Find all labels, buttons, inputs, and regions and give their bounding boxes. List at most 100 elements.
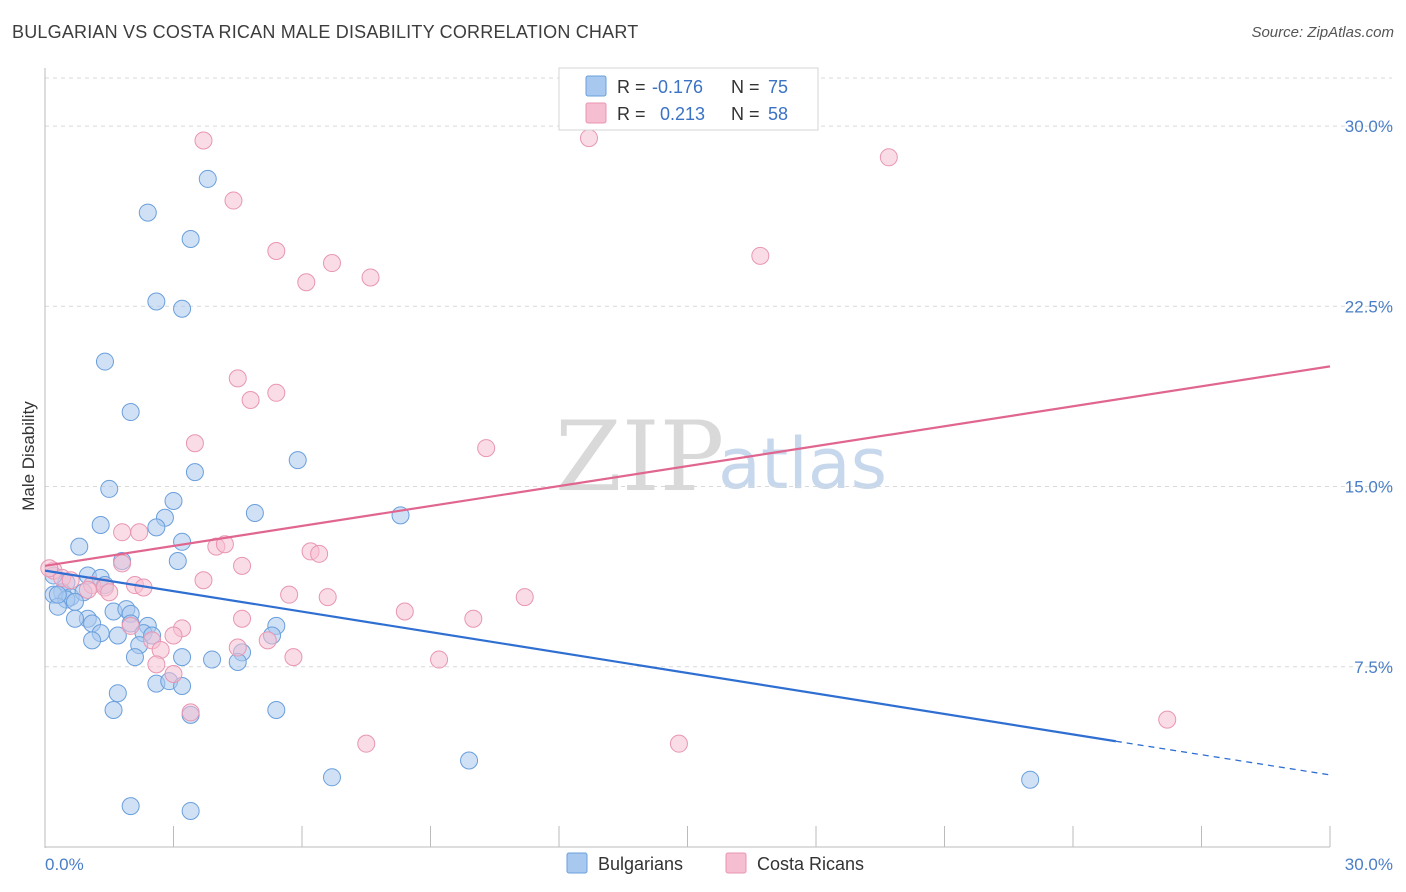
point-bulgarians (104, 701, 123, 720)
point-costa-ricans (233, 609, 252, 628)
point-costa-ricans (310, 544, 329, 563)
point-bulgarians (65, 609, 84, 628)
legend-n-label-costa-ricans: N = (731, 104, 760, 124)
bottom-legend-label-costa-ricans: Costa Ricans (757, 854, 864, 874)
point-bulgarians (108, 684, 127, 703)
chart-title: BULGARIAN VS COSTA RICAN MALE DISABILITY… (12, 22, 639, 42)
point-costa-ricans (241, 391, 260, 410)
point-costa-ricans (164, 664, 183, 683)
y-tick-labels: 7.5% 15.0% 22.5% 30.0% (1345, 117, 1393, 677)
point-costa-ricans (228, 369, 247, 388)
legend-swatch-costa-ricans (585, 102, 607, 124)
point-bulgarians (83, 631, 102, 650)
point-bulgarians (138, 203, 157, 222)
point-costa-ricans (879, 148, 898, 167)
point-costa-ricans (147, 655, 166, 674)
point-bulgarians (125, 648, 144, 667)
point-costa-ricans (515, 588, 534, 607)
point-bulgarians (164, 491, 183, 510)
trendline-bulgarians (44, 569, 1117, 743)
point-costa-ricans (194, 131, 213, 150)
point-costa-ricans (297, 273, 316, 292)
point-bulgarians (203, 650, 222, 669)
point-bulgarians (245, 503, 264, 522)
legend-n-value-bulgarians: 75 (768, 77, 788, 97)
point-bulgarians (198, 169, 217, 188)
legend-n-value-costa-ricans: 58 (768, 104, 788, 124)
point-costa-ricans (78, 580, 97, 599)
point-costa-ricans (164, 626, 183, 645)
point-bulgarians (322, 768, 341, 787)
series-costa-ricans (40, 129, 1177, 753)
point-costa-ricans (464, 609, 483, 628)
point-costa-ricans (430, 650, 449, 669)
point-costa-ricans (322, 254, 341, 273)
legend-swatch-bulgarians (585, 75, 607, 97)
point-bulgarians (181, 801, 200, 820)
point-bulgarians (108, 626, 127, 645)
point-bulgarians (173, 532, 192, 551)
point-bulgarians (147, 518, 166, 537)
trendline-bulgarians-extension (1115, 740, 1331, 776)
y-tick-label: 7.5% (1354, 658, 1393, 677)
legend-r-value-costa-ricans: 0.213 (660, 104, 705, 124)
x-tick-label-min: 0.0% (45, 855, 84, 874)
point-costa-ricans (194, 571, 213, 590)
point-bulgarians (1021, 770, 1040, 789)
point-costa-ricans (1158, 710, 1177, 729)
point-bulgarians (185, 463, 204, 482)
y-tick-label: 30.0% (1345, 117, 1393, 136)
point-bulgarians (70, 537, 89, 556)
x-ticks (44, 826, 1331, 847)
point-costa-ricans (215, 535, 234, 554)
point-costa-ricans (100, 583, 119, 602)
point-costa-ricans (395, 602, 414, 621)
legend-r-value-bulgarians: -0.176 (652, 77, 703, 97)
y-axis-title: Male Disability (19, 401, 38, 511)
point-costa-ricans (130, 523, 149, 542)
point-bulgarians (168, 552, 187, 571)
point-bulgarians (100, 479, 119, 498)
point-bulgarians (65, 592, 84, 611)
point-bulgarians (48, 585, 67, 604)
x-tick-label-max: 30.0% (1345, 855, 1393, 874)
legend-n-label-bulgarians: N = (731, 77, 760, 97)
point-costa-ricans (267, 242, 286, 261)
legend-r-label-bulgarians: R = (617, 77, 646, 97)
series-bulgarians (44, 169, 1040, 820)
watermark: ZIP atlas (555, 401, 887, 513)
point-costa-ricans (751, 246, 770, 265)
point-costa-ricans (228, 638, 247, 657)
trendline-costa-ricans (44, 365, 1331, 567)
bottom-legend-label-bulgarians: Bulgarians (598, 854, 683, 874)
point-costa-ricans (113, 523, 132, 542)
point-costa-ricans (357, 734, 376, 753)
point-bulgarians (95, 352, 114, 371)
trendlines (44, 365, 1331, 776)
point-bulgarians (460, 751, 479, 770)
point-costa-ricans (113, 554, 132, 573)
point-bulgarians (288, 451, 307, 470)
source-label: Source: ZipAtlas.com (1251, 24, 1394, 41)
point-costa-ricans (258, 631, 277, 650)
point-bulgarians (121, 797, 140, 816)
gridlines (45, 77, 1392, 668)
point-bulgarians (181, 230, 200, 249)
point-bulgarians (121, 403, 140, 422)
legend: R = -0.176 N = 75 R = 0.213 N = 58 (558, 67, 819, 131)
bottom-legend-swatch-bulgarians (566, 852, 588, 874)
point-costa-ricans (224, 191, 243, 210)
point-costa-ricans (669, 734, 688, 753)
point-bulgarians (147, 292, 166, 311)
point-costa-ricans (361, 268, 380, 287)
point-costa-ricans (284, 648, 303, 667)
point-costa-ricans (181, 703, 200, 722)
bottom-legend: Bulgarians Costa Ricans (566, 852, 864, 874)
point-bulgarians (267, 701, 286, 720)
y-tick-label: 15.0% (1345, 478, 1393, 497)
point-costa-ricans (477, 439, 496, 458)
point-costa-ricans (185, 434, 204, 453)
point-costa-ricans (280, 585, 299, 604)
y-tick-label: 22.5% (1345, 297, 1393, 316)
